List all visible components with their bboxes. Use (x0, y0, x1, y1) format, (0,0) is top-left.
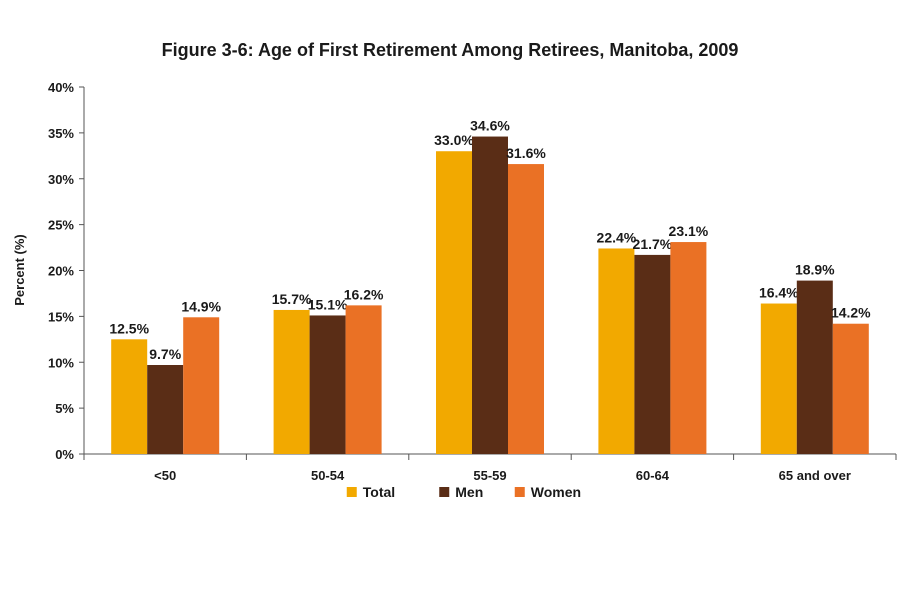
bar-men (472, 136, 508, 455)
bar-total (760, 303, 797, 454)
bar-women (183, 317, 220, 454)
data-label: 34.6% (470, 118, 510, 134)
bar-women (832, 323, 869, 454)
data-label: 12.5% (109, 320, 149, 336)
data-label: 31.6% (506, 145, 546, 161)
data-label: 16.2% (344, 286, 384, 302)
legend-swatch-women (514, 487, 525, 497)
data-label: 18.9% (795, 262, 835, 278)
x-tick-label: 60-64 (636, 468, 670, 483)
y-tick-label: 40% (48, 80, 74, 95)
bar-total (598, 248, 635, 454)
legend-label-women: Women (531, 484, 581, 500)
y-tick-label: 20% (48, 264, 74, 279)
y-axis-label: Percent (%) (12, 234, 27, 306)
x-tick-label: 55-59 (473, 468, 506, 483)
y-tick-label: 15% (48, 309, 74, 324)
x-tick-label: 65 and over (779, 468, 851, 483)
data-label: 14.2% (831, 305, 871, 321)
x-tick-label: <50 (154, 468, 176, 483)
data-label: 21.7% (633, 236, 673, 252)
x-tick-label: 50-54 (311, 468, 345, 483)
data-label: 15.1% (308, 296, 348, 312)
y-tick-label: 0% (55, 447, 74, 462)
data-label: 14.9% (181, 298, 221, 314)
legend-swatch-men (439, 487, 450, 497)
legend-label-men: Men (455, 484, 483, 500)
bar-total (436, 151, 472, 454)
data-label: 23.1% (669, 223, 709, 239)
data-label: 33.0% (434, 132, 474, 148)
bar-total (273, 309, 310, 454)
y-tick-label: 30% (48, 172, 74, 187)
bar-men (634, 254, 671, 454)
y-tick-label: 10% (48, 355, 74, 370)
bar-men (309, 315, 346, 454)
y-tick-label: 35% (48, 126, 74, 141)
bar-women (345, 305, 382, 454)
y-tick-label: 25% (48, 218, 74, 233)
y-tick-label: 5% (55, 401, 74, 416)
legend-label-total: Total (363, 484, 395, 500)
chart-title: Figure 3-6: Age of First Retirement Amon… (161, 40, 739, 60)
data-label: 9.7% (149, 346, 181, 362)
bar-women (670, 242, 707, 454)
data-label: 22.4% (597, 229, 637, 245)
data-label: 16.4% (759, 285, 799, 301)
legend-swatch-total (346, 487, 357, 497)
bar-men (147, 365, 184, 454)
bar-men (796, 280, 833, 454)
bar-total (111, 339, 148, 454)
bar-women (508, 164, 544, 454)
data-label: 15.7% (272, 291, 312, 307)
